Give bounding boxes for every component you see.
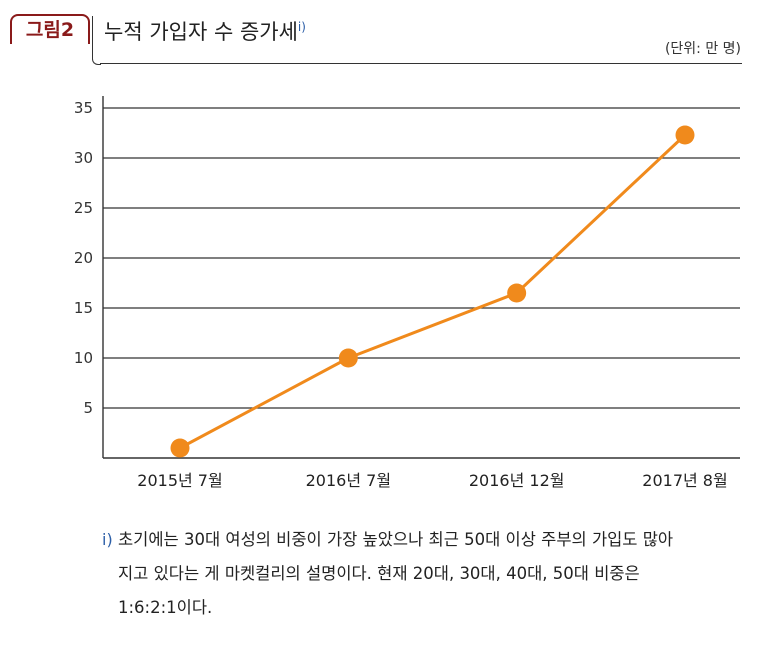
y-tick-label: 20 <box>74 249 93 267</box>
series-line <box>179 133 687 450</box>
axes <box>102 96 740 459</box>
y-tick-label: 10 <box>74 349 93 367</box>
chart-title: 누적 가입자 수 증가세i) <box>104 16 306 46</box>
chart-title-text: 누적 가입자 수 증가세 <box>104 20 298 44</box>
figure-label: 그림2 <box>10 14 90 44</box>
x-tick-label: 2017년 8월 <box>642 471 727 490</box>
unit-label: (단위: 만 명) <box>664 41 741 57</box>
x-tick-label: 2015년 7월 <box>137 471 222 490</box>
footnote-line-1: 초기에는 30대 여성의 비중이 가장 높았으나 최근 50대 이상 주부의 가… <box>118 530 674 549</box>
y-tick-label: 5 <box>83 399 93 417</box>
data-point <box>507 283 527 303</box>
y-tick-label: 15 <box>74 299 93 317</box>
title-bracket <box>92 16 101 65</box>
title-note-marker: i) <box>297 20 306 34</box>
x-tick-label: 2016년 12월 <box>469 471 565 490</box>
data-point <box>170 438 190 458</box>
grid-lines <box>103 107 740 409</box>
footnote-line-2: 지고 있다는 게 마켓컬리의 설명이다. 현재 20대, 30대, 40대, 5… <box>118 564 640 583</box>
y-tick-label: 35 <box>74 99 93 117</box>
series <box>170 125 695 458</box>
y-tick-labels: 5 10 15 20 25 30 35 <box>74 99 93 417</box>
x-tick-label: 2016년 7월 <box>306 471 391 490</box>
x-tick-labels: 2015년 7월 2016년 7월 2016년 12월 2017년 8월 <box>137 471 727 490</box>
y-tick-label: 25 <box>74 199 93 217</box>
data-point <box>675 125 695 145</box>
footnote-line-3: 1:6:2:1이다. <box>118 598 213 617</box>
y-tick-label: 30 <box>74 149 93 167</box>
footnote-marker: i) <box>102 530 113 549</box>
data-point <box>338 348 358 368</box>
title-rule <box>100 63 742 64</box>
